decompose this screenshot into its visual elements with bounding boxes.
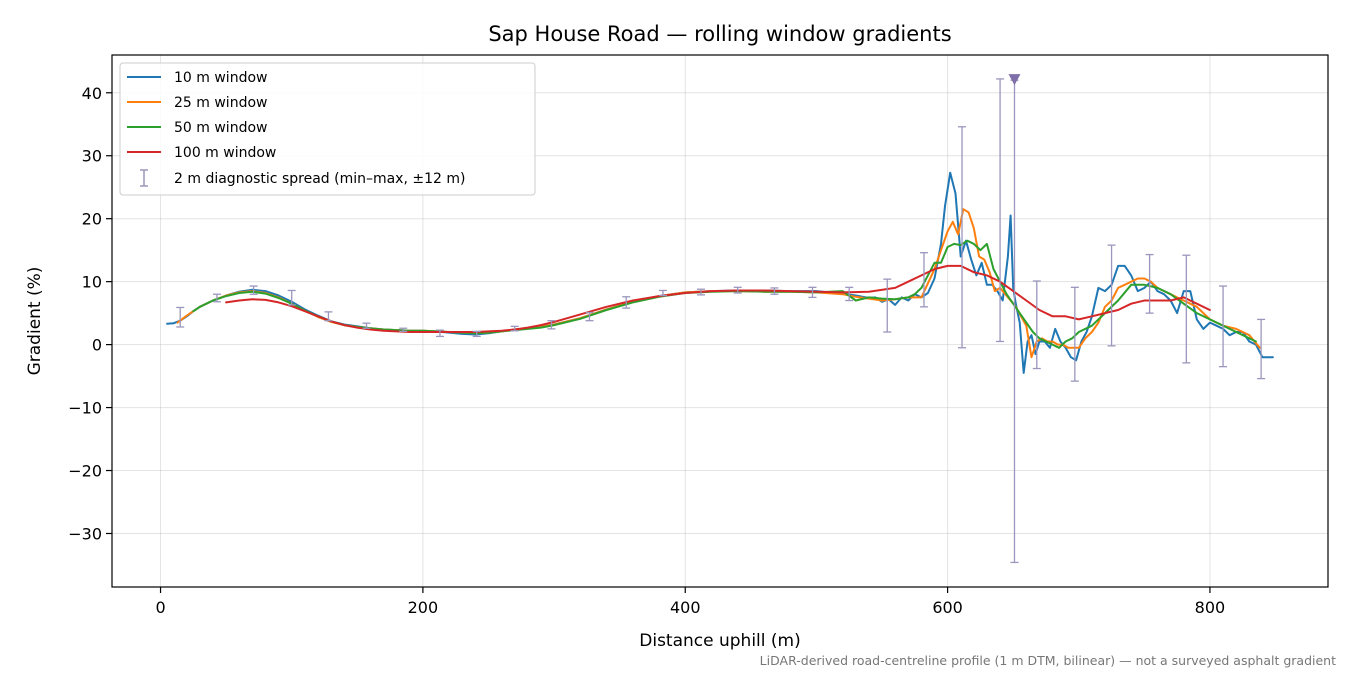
- legend-label-50m: 50 m window: [174, 120, 267, 136]
- y-tick-label: 10: [82, 273, 102, 292]
- legend: 10 m window 25 m window 50 m window 100 …: [119, 62, 536, 196]
- clipped-errorbar-marker: [1008, 74, 1021, 86]
- legend-label-100m: 100 m window: [174, 145, 276, 161]
- y-axis-label: Gradient (%): [25, 267, 45, 376]
- y-tick-label: 30: [82, 147, 102, 166]
- x-tick-label: 200: [408, 598, 439, 617]
- y-tick-label: −20: [68, 462, 102, 481]
- legend-swatch-errorbar: [140, 169, 148, 187]
- legend-label-errorbar: 2 m diagnostic spread (min–max, ±12 m): [174, 171, 465, 187]
- errorbar-layer: [176, 74, 1266, 564]
- plot-frame: [111, 54, 1329, 588]
- x-axis-label: Distance uphill (m): [639, 631, 800, 651]
- x-tick-label: 600: [932, 598, 963, 617]
- x-tick-label: 0: [155, 598, 165, 617]
- y-tick-label: 20: [82, 210, 102, 229]
- y-tick-label: 40: [82, 84, 102, 103]
- grid-layer: [112, 55, 1328, 587]
- y-tick-label: −30: [68, 524, 102, 543]
- legend-label-10m: 10 m window: [174, 70, 267, 86]
- y-tick-label: −10: [68, 399, 102, 418]
- footnote: LiDAR-derived road-centreline profile (1…: [760, 653, 1336, 668]
- y-tick-label: 0: [92, 336, 102, 355]
- legend-label-25m: 25 m window: [174, 95, 267, 111]
- legend-box: [119, 62, 536, 196]
- chart-title: Sap House Road — rolling window gradient…: [488, 22, 951, 46]
- x-tick-label: 400: [670, 598, 701, 617]
- tick-layer: 0 200 400 600 800 −30 −20 −10 0 10 20 30 40: [68, 84, 1225, 617]
- x-tick-label: 800: [1195, 598, 1226, 617]
